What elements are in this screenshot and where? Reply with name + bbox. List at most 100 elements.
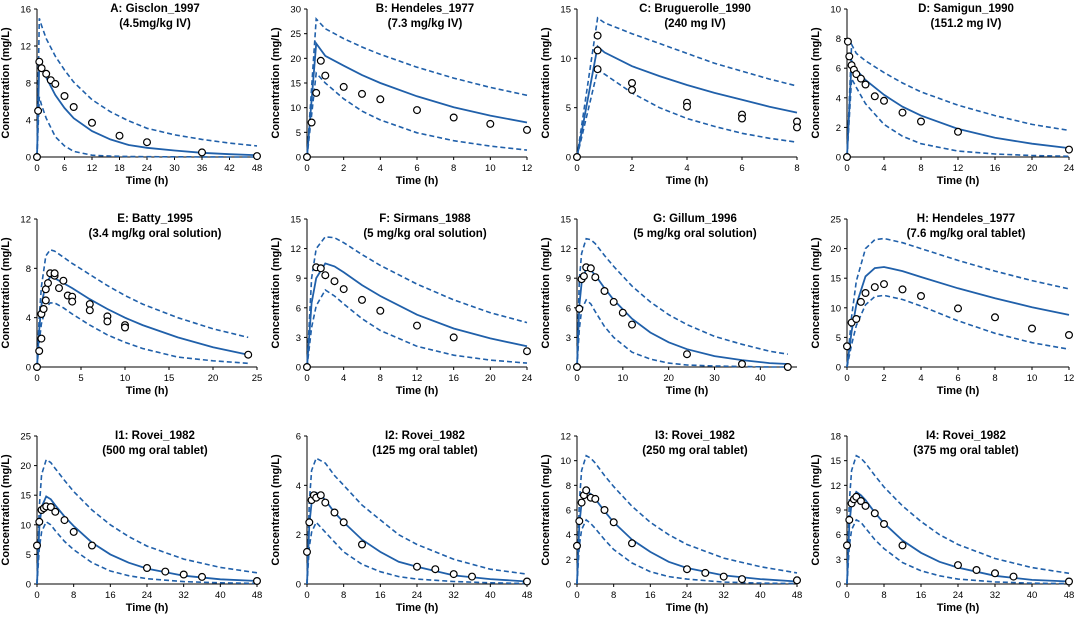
observed-point xyxy=(339,518,348,527)
median-line xyxy=(846,266,1070,368)
x-tick-label: 32 xyxy=(990,590,1001,601)
x-tick-label: 32 xyxy=(178,590,189,601)
y-tick-label: 12 xyxy=(560,244,571,255)
x-tick-label: 25 xyxy=(252,373,263,384)
y-tick-label: 8 xyxy=(26,79,31,90)
panel-subtitle: (375 mg oral tablet) xyxy=(913,445,1019,457)
x-tick-label: 8 xyxy=(71,590,76,601)
observed-point xyxy=(316,56,325,65)
observed-point xyxy=(316,264,325,273)
y-tick-label: 30 xyxy=(290,5,301,16)
observed-point xyxy=(522,577,531,586)
lower-bound-line xyxy=(846,294,1070,368)
observed-point xyxy=(42,69,51,78)
observed-point xyxy=(856,497,865,506)
y-tick-label: 25 xyxy=(20,432,31,443)
observed-point xyxy=(32,153,41,162)
lower-bound-line xyxy=(306,520,528,585)
panel-title: I3: Rovei_1982 xyxy=(655,430,735,442)
y-tick-label: 9 xyxy=(296,274,301,285)
x-tick-label: 8 xyxy=(992,373,997,384)
observed-point xyxy=(376,95,385,104)
x-tick-label: 4 xyxy=(378,163,383,174)
y-tick-label: 6 xyxy=(296,432,301,443)
y-tick-label: 4 xyxy=(566,530,571,541)
x-tick-label: 30 xyxy=(709,373,720,384)
x-tick-label: 10 xyxy=(618,373,629,384)
observed-point xyxy=(413,562,422,571)
y-tick-label: 15 xyxy=(560,5,571,16)
observed-point xyxy=(586,264,595,273)
observed-point xyxy=(916,117,925,126)
panel-subtitle: (3.4 mg/kg oral solution) xyxy=(89,228,222,240)
observed-point xyxy=(609,297,618,306)
y-tick-label: 4 xyxy=(836,93,841,104)
upper-bound-line xyxy=(846,41,1070,158)
x-tick-label: 16 xyxy=(105,590,116,601)
observed-point xyxy=(120,323,129,332)
panel-title: C: Bruguerolle_1990 xyxy=(639,3,751,15)
x-axis-label: Time (h) xyxy=(937,175,980,187)
y-tick-label: 0 xyxy=(566,363,571,374)
observed-point xyxy=(39,305,48,314)
y-tick-label: 4 xyxy=(296,481,301,492)
upper-bound-line xyxy=(306,235,528,368)
y-tick-label: 6 xyxy=(296,303,301,314)
observed-point xyxy=(69,527,78,536)
observed-point xyxy=(856,74,865,83)
panel-subtitle: (250 mg oral tablet) xyxy=(642,445,748,457)
observed-point xyxy=(68,297,77,306)
y-tick-label: 25 xyxy=(290,29,301,40)
panel-h: H: Hendeles_1977 (7.6 mg/kg oral tablet) 0… xyxy=(810,213,1074,397)
observed-point xyxy=(161,567,170,576)
observed-point xyxy=(845,52,854,61)
observed-point xyxy=(682,102,691,111)
observed-point xyxy=(627,539,636,548)
x-tick-label: 24 xyxy=(142,590,153,601)
observed-point xyxy=(719,572,728,581)
x-axis-label: Time (h) xyxy=(666,175,709,187)
y-tick-label: 10 xyxy=(20,520,31,531)
x-tick-label: 8 xyxy=(341,590,346,601)
observed-point xyxy=(32,541,41,550)
y-tick-label: 5 xyxy=(566,103,571,114)
observed-point xyxy=(1064,577,1073,586)
x-tick-label: 0 xyxy=(304,373,309,384)
median-line xyxy=(306,41,528,158)
x-tick-label: 8 xyxy=(794,163,799,174)
y-tick-label: 10 xyxy=(830,5,841,16)
x-tick-label: 10 xyxy=(1027,373,1038,384)
panel-title: H: Hendeles_1977 xyxy=(917,213,1015,225)
x-tick-label: 2 xyxy=(881,373,886,384)
observed-point xyxy=(358,540,367,549)
y-tick-label: 0 xyxy=(296,363,301,374)
observed-point xyxy=(486,119,495,128)
y-tick-label: 0 xyxy=(26,363,31,374)
y-tick-label: 15 xyxy=(830,456,841,467)
observed-point xyxy=(198,148,207,157)
observed-point xyxy=(627,78,636,87)
observed-point xyxy=(852,70,861,79)
lower-bound-line xyxy=(36,96,257,158)
observed-point xyxy=(682,565,691,574)
x-tick-label: 4 xyxy=(881,163,886,174)
x-tick-label: 0 xyxy=(34,590,39,601)
lower-bound-line xyxy=(576,518,798,585)
median-line xyxy=(846,57,1070,158)
panel-subtitle: (5 mg/kg oral solution) xyxy=(363,228,486,240)
x-tick-label: 0 xyxy=(304,590,309,601)
observed-point xyxy=(244,350,253,359)
y-axis-label: Concentration (mg/L) xyxy=(0,27,12,139)
panel-subtitle: (151.2 mg IV) xyxy=(931,18,1002,30)
x-tick-label: 0 xyxy=(304,163,309,174)
observed-point xyxy=(593,31,602,40)
y-axis-label: Concentration (mg/L) xyxy=(810,454,822,566)
y-axis-label: Concentration (mg/L) xyxy=(270,454,282,566)
median-line xyxy=(36,495,258,585)
x-tick-label: 12 xyxy=(1064,373,1075,384)
lower-bound-line xyxy=(576,68,798,158)
x-tick-label: 0 xyxy=(34,373,39,384)
x-tick-label: 20 xyxy=(485,373,496,384)
x-tick-label: 0 xyxy=(34,163,39,174)
x-tick-label: 8 xyxy=(881,590,886,601)
